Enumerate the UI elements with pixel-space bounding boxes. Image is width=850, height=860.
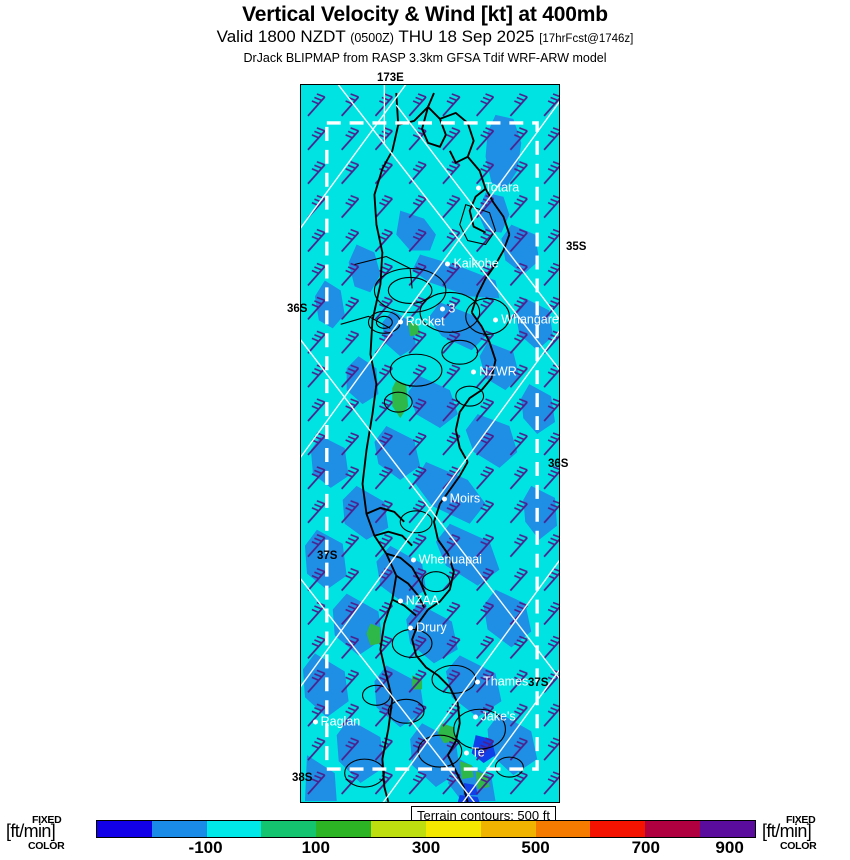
- latitude-label-0: 35S: [566, 241, 587, 253]
- valid-time-line: Valid 1800 NZDT (0500Z) THU 18 Sep 2025 …: [0, 27, 850, 49]
- station-dot-icon: [471, 369, 477, 375]
- units-value-label-left: [ft/min]: [6, 821, 56, 841]
- units-color-label-right: COLOR: [780, 840, 817, 852]
- colorbar-segment-5: [371, 821, 426, 837]
- station-dot-icon: [312, 719, 318, 725]
- colorbar-segment-6: [425, 821, 481, 837]
- station-label: Drury: [416, 620, 447, 635]
- station-label: Kaikohe: [453, 256, 499, 271]
- units-value-label-right: [ft/min]: [762, 821, 812, 841]
- colorbar-tick-3: 500: [521, 838, 550, 857]
- station-label: Whangarei: [501, 312, 560, 327]
- station-label: Te: [471, 745, 485, 760]
- station-marker[interactable]: Whenuapai: [410, 552, 482, 567]
- latitude-label-1: 36S: [287, 303, 308, 315]
- station-marker[interactable]: Whangarei: [493, 312, 560, 327]
- map-canvas: [301, 85, 559, 802]
- domain-boundary-box: [325, 121, 539, 771]
- terrain-contour-layer: [340, 203, 524, 788]
- station-marker[interactable]: Moirs: [441, 491, 481, 506]
- station-label: Moirs: [449, 491, 481, 506]
- forecast-map[interactable]: Totara Kaikohe 3 Rocket Whangarei NZWR Moirs Wh…: [300, 84, 560, 803]
- station-dot-icon: [475, 679, 481, 685]
- colorbar-segment-0: [97, 821, 152, 837]
- station-marker[interactable]: Rocket: [397, 314, 445, 329]
- station-label: Thames: [483, 674, 529, 689]
- colorbar-units-left: FIXED [ft/min] COLOR: [4, 815, 90, 857]
- colorbar-tick-0: -100: [188, 838, 223, 857]
- station-marker[interactable]: Te: [463, 745, 485, 760]
- station-label: Totara: [484, 180, 520, 195]
- station-marker[interactable]: Drury: [408, 621, 447, 634]
- model-source-line: DrJack BLIPMAP from RASP 3.3km GFSA Tdif…: [243, 51, 607, 65]
- station-marker[interactable]: 3: [440, 302, 455, 315]
- colorbar-segment-9: [590, 821, 646, 837]
- station-marker[interactable]: Kaikohe: [445, 256, 499, 271]
- colorbar-tick-1: 100: [301, 838, 330, 857]
- station-dot-icon: [476, 185, 482, 191]
- valid-prefix: Valid 1800 NZDT: [216, 27, 346, 46]
- station-dot-icon: [440, 306, 446, 312]
- page-header: Vertical Velocity & Wind [kt] at 400mb V…: [0, 0, 850, 66]
- station-marker[interactable]: NZAA: [397, 593, 440, 608]
- colorbar-segment-10: [645, 821, 701, 837]
- map-layers: [301, 85, 559, 802]
- latitude-label-3: 37S: [317, 550, 338, 562]
- colorbar-segment-4: [316, 821, 372, 837]
- station-dot-icon: [472, 714, 478, 720]
- graticule-layer: [301, 85, 559, 802]
- colorbar-segment-11: [700, 821, 755, 837]
- station-label: Jake's: [480, 709, 516, 724]
- colorbar-segment-3: [261, 821, 317, 837]
- units-fixed-label-right: FIXED: [786, 814, 816, 826]
- colorbar-segment-7: [480, 821, 536, 837]
- colorbar-segment-8: [535, 821, 591, 837]
- units-color-label-left: COLOR: [28, 840, 65, 852]
- station-label: NZAA: [405, 593, 440, 608]
- colorbar-segment-2: [206, 821, 262, 837]
- forecast-stamp: [17hrFcst@1746z]: [539, 33, 634, 45]
- colorbar-tick-labels: -100 100 300 500 700 900: [96, 838, 756, 860]
- longitude-label: 173E: [377, 72, 404, 84]
- colorbar-tick-4: 700: [631, 838, 660, 857]
- station-dot-icon: [445, 261, 451, 267]
- station-dot-icon: [397, 598, 403, 604]
- station-dot-icon: [397, 319, 403, 325]
- latitude-label-2: 36S: [548, 458, 569, 470]
- latitude-label-4: 37S: [528, 677, 549, 689]
- station-dot-icon: [441, 496, 447, 502]
- latitude-label-5: 38S: [292, 772, 313, 784]
- colorbar-tick-5: 900: [715, 838, 744, 857]
- colorbar-segment-1: [151, 821, 207, 837]
- wind-barb-layer: [301, 85, 559, 802]
- station-marker[interactable]: NZWR: [471, 365, 517, 378]
- valid-zulu: (0500Z): [350, 31, 394, 45]
- station-marker[interactable]: Raglan: [312, 714, 361, 729]
- station-marker[interactable]: Jake's: [472, 709, 516, 724]
- station-marker[interactable]: Thames: [475, 675, 528, 688]
- station-label: NZWR: [479, 364, 517, 379]
- station-dot-icon: [410, 557, 416, 563]
- station-label: Rocket: [405, 314, 445, 329]
- station-label: Raglan: [320, 714, 361, 729]
- colorbar-tick-2: 300: [411, 838, 441, 857]
- station-dot-icon: [463, 750, 469, 756]
- station-dot-icon: [408, 625, 414, 631]
- station-dot-icon: [493, 317, 499, 323]
- station-label: 3: [448, 301, 456, 316]
- station-marker[interactable]: Totara: [476, 181, 519, 194]
- colorbar-units-right: FIXED [ft/min] COLOR: [762, 815, 848, 857]
- valid-date: THU 18 Sep 2025: [398, 27, 535, 46]
- page-title: Vertical Velocity & Wind [kt] at 400mb: [242, 3, 608, 26]
- colorbar[interactable]: [96, 820, 756, 838]
- station-label: Whenuapai: [418, 552, 482, 567]
- units-fixed-label-left: FIXED: [32, 814, 62, 826]
